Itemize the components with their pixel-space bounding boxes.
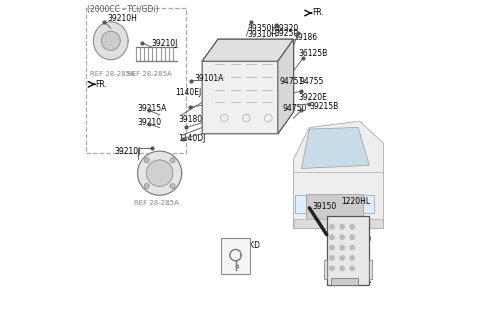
Polygon shape [146,160,173,186]
Text: 39350H: 39350H [248,24,278,33]
Text: 39220E: 39220E [298,93,327,102]
Circle shape [350,235,354,239]
Circle shape [340,235,344,239]
Polygon shape [301,128,369,169]
Text: 36125B: 36125B [298,49,327,58]
Text: 39215B: 39215B [309,102,338,112]
Text: FR.: FR. [95,80,107,89]
Polygon shape [202,39,294,134]
Bar [294,219,384,228]
Text: 94750: 94750 [283,104,307,113]
Bar [363,195,374,213]
Polygon shape [94,22,128,60]
Circle shape [350,245,354,250]
Text: FR.: FR. [312,8,324,17]
Circle shape [330,245,334,250]
Circle shape [340,225,344,229]
Circle shape [340,266,344,271]
Text: 1125KD: 1125KD [230,241,261,250]
Polygon shape [202,39,294,61]
Text: 39110: 39110 [347,235,372,244]
Bar [221,238,250,274]
Text: 39250: 39250 [275,29,299,38]
Circle shape [330,256,334,260]
Text: 1140EJ: 1140EJ [175,88,202,97]
Bar [85,8,186,153]
Text: 39310H: 39310H [248,30,278,39]
Text: 1338AC: 1338AC [342,276,372,285]
Circle shape [144,158,149,163]
Text: 94755: 94755 [300,77,324,86]
Polygon shape [101,31,120,50]
Text: 39210H: 39210H [108,14,137,23]
Text: 39215A: 39215A [138,104,167,113]
Polygon shape [294,121,384,228]
Text: 1220HL: 1220HL [341,197,370,206]
Text: 39150: 39150 [312,202,337,211]
Text: 39180: 39180 [179,115,203,124]
Bar [369,260,372,279]
Text: REF 28-285A: REF 28-285A [127,71,171,77]
Bar [295,195,306,213]
Text: 39210: 39210 [138,118,162,127]
Circle shape [340,245,344,250]
Bar [327,216,369,285]
Text: 1140DJ: 1140DJ [179,134,206,143]
Circle shape [350,266,354,271]
Text: 39210J: 39210J [152,39,178,48]
Polygon shape [278,39,294,134]
Circle shape [170,158,175,163]
Circle shape [350,225,354,229]
Circle shape [340,256,344,260]
Text: 39186: 39186 [294,33,318,42]
Bar [324,260,327,279]
Text: REF 28-285A: REF 28-285A [134,200,179,206]
Bar [331,278,358,285]
Text: 39210J: 39210J [114,147,140,156]
Polygon shape [138,151,182,195]
Text: 39101A: 39101A [194,74,224,83]
Text: (2000CC - TCi/GDi): (2000CC - TCi/GDi) [87,5,159,14]
Circle shape [330,235,334,239]
Circle shape [170,183,175,189]
Text: 39320: 39320 [275,24,299,33]
Text: REF 28-285A: REF 28-285A [90,71,135,77]
Circle shape [330,266,334,271]
Circle shape [350,256,354,260]
Circle shape [330,225,334,229]
Bar [306,194,363,222]
Circle shape [144,183,149,189]
Text: 94751: 94751 [279,77,304,86]
